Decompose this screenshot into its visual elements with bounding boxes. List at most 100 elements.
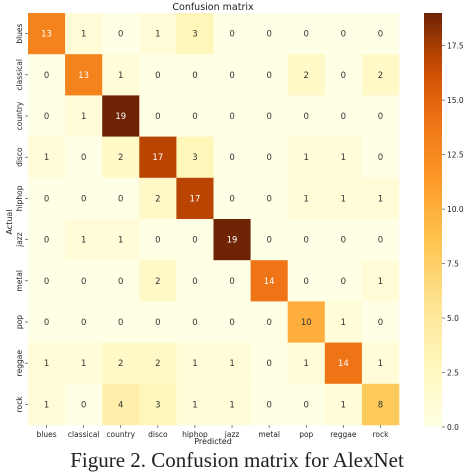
y-axis-ticks: blues classical country disco hiphop jazz meta… <box>15 23 28 412</box>
cell-value-label: 0 <box>81 153 86 163</box>
heatmap-cell <box>213 301 251 343</box>
cell-value-label: 1 <box>378 277 383 287</box>
x-tick-label: metal <box>258 430 280 439</box>
cell-value-label: 14 <box>338 359 349 369</box>
heatmap-cell <box>65 54 103 96</box>
heatmap-cell <box>102 301 140 343</box>
cell-value-label: 0 <box>44 194 49 204</box>
y-tick-label: classical <box>15 59 24 91</box>
cell-value-label: 1 <box>378 194 383 204</box>
heatmap-cell <box>213 260 251 302</box>
heatmap-cell <box>176 342 214 385</box>
y-tick-label: pop <box>15 315 24 329</box>
cell-value-label: 19 <box>227 236 238 246</box>
heatmap-cell <box>102 136 140 179</box>
heatmap-cell <box>65 219 103 261</box>
cell-value-label: 0 <box>341 112 346 122</box>
heatmap-cell <box>139 383 177 426</box>
cell-value-label: 0 <box>81 318 86 328</box>
heatmap-cell <box>139 342 177 385</box>
cell-value-label: 0 <box>378 153 383 163</box>
heatmap-cell <box>287 342 326 385</box>
heatmap-cell <box>102 54 140 96</box>
heatmap-cell <box>65 95 103 137</box>
cell-value-label: 1 <box>378 359 383 369</box>
cell-value-label: 0 <box>192 112 197 122</box>
colorbar-tick-label: 5.0 <box>447 314 459 323</box>
heatmap-cell <box>28 136 66 179</box>
heatmap-cell <box>287 54 326 96</box>
heatmap-cell <box>139 13 177 55</box>
heatmap-cell <box>250 136 288 179</box>
cell-value-label: 0 <box>155 236 160 246</box>
heatmap-cell <box>213 136 251 179</box>
heatmap-cell <box>176 136 214 179</box>
heatmap-cell <box>361 54 400 96</box>
heatmap-cell <box>139 219 177 261</box>
heatmap-cell <box>324 383 363 426</box>
y-tick-label: rock <box>15 396 24 413</box>
cell-value-label: 0 <box>229 153 234 163</box>
cell-value-label: 0 <box>192 318 197 328</box>
heatmap-cell <box>361 342 400 385</box>
heatmap-cell <box>176 301 214 343</box>
cell-value-label: 0 <box>341 30 346 40</box>
y-tick-label: country <box>15 101 24 130</box>
cell-value-label: 0 <box>378 112 383 122</box>
heatmap-cell <box>102 260 140 302</box>
heatmap-cell <box>65 13 103 55</box>
cell-value-label: 1 <box>341 400 346 410</box>
cell-value-label: 1 <box>118 236 123 246</box>
x-tick-label: classical <box>68 430 100 439</box>
heatmap-cell <box>176 54 214 96</box>
y-tick-label: metal <box>15 270 24 292</box>
heatmap-cell <box>213 219 251 261</box>
heatmap-cells: 13 1 0 1 3 0 0 0 0 00 13 1 0 0 0 0 2 0 20 1 19 0 0 0 0 0 0 01 0 2 17 3 0… <box>28 13 400 426</box>
heatmap-cell <box>65 342 103 385</box>
x-tick-label: reggae <box>330 430 357 439</box>
cell-value-label: 0 <box>378 236 383 246</box>
y-tick-label: disco <box>15 147 24 167</box>
heatmap-cell <box>250 260 288 302</box>
colorbar-tick-label: 7.5 <box>447 260 459 269</box>
cell-value-label: 1 <box>192 400 197 410</box>
heatmap-cell <box>324 260 363 302</box>
cell-value-label: 1 <box>81 112 86 122</box>
cell-value-label: 1 <box>118 71 123 81</box>
heatmap-cell <box>250 95 288 137</box>
chart-title: Confusion matrix <box>172 2 254 13</box>
heatmap-cell <box>28 177 66 220</box>
heatmap-cell <box>65 383 103 426</box>
heatmap-cell <box>250 342 288 385</box>
heatmap-cell <box>102 177 140 220</box>
y-tick-label: blues <box>15 23 24 43</box>
colorbar-tick-label: 15.0 <box>447 96 464 105</box>
cell-value-label: 0 <box>266 30 271 40</box>
heatmap-cell <box>250 177 288 220</box>
cell-value-label: 14 <box>264 277 275 287</box>
cell-value-label: 2 <box>378 71 383 81</box>
heatmap-cell <box>102 383 140 426</box>
heatmap-cell <box>176 260 214 302</box>
cell-value-label: 13 <box>41 30 52 40</box>
heatmap-cell <box>361 136 400 179</box>
cell-value-label: 0 <box>341 277 346 287</box>
cell-value-label: 1 <box>229 400 234 410</box>
cell-value-label: 0 <box>304 112 309 122</box>
cell-value-label: 1 <box>81 359 86 369</box>
cell-value-label: 0 <box>304 236 309 246</box>
cell-value-label: 0 <box>229 71 234 81</box>
x-tick-label: disco <box>148 430 168 439</box>
cell-value-label: 0 <box>192 71 197 81</box>
heatmap-cell <box>287 219 326 261</box>
x-tick-label: country <box>106 430 135 439</box>
heatmap-cell <box>28 342 66 385</box>
cell-value-label: 0 <box>155 71 160 81</box>
heatmap-cell <box>28 260 66 302</box>
cell-value-label: 0 <box>44 318 49 328</box>
colorbar-tick-label: 10.0 <box>447 205 464 214</box>
heatmap-cell <box>28 95 66 137</box>
cell-value-label: 1 <box>229 359 234 369</box>
x-tick-label: blues <box>36 430 56 439</box>
